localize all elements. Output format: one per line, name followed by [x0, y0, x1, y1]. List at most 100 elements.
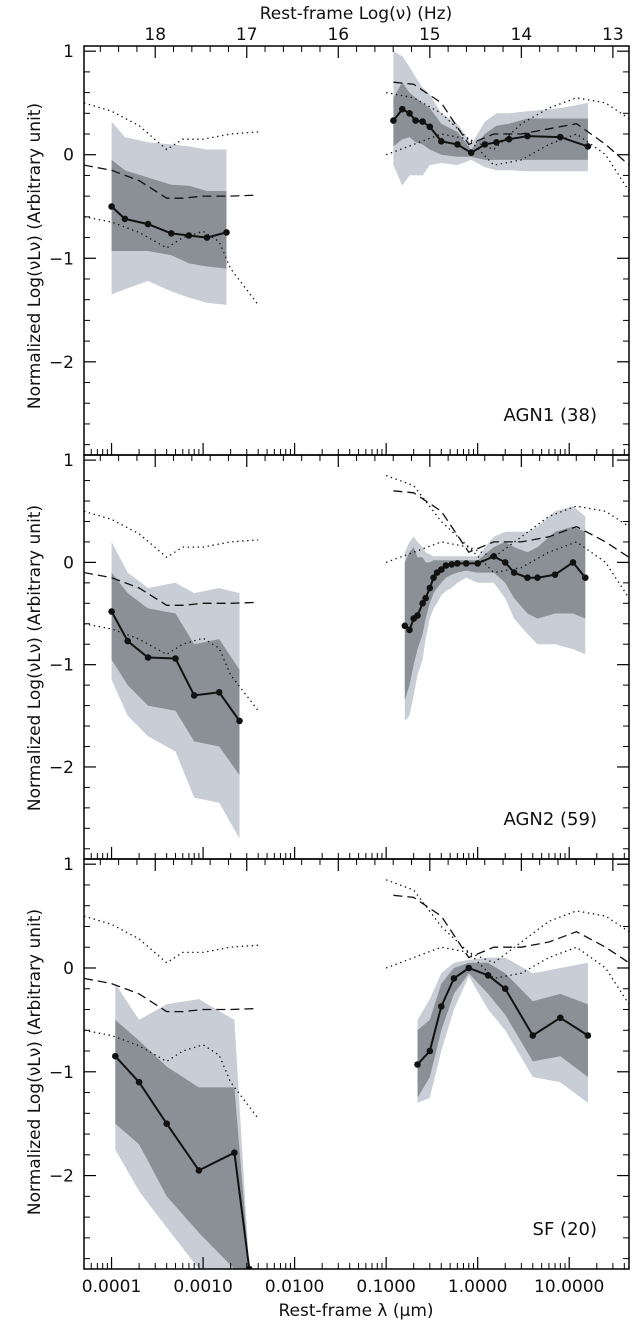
- median-point: [172, 655, 179, 662]
- median-point: [406, 626, 413, 634]
- frequency-tick-label: 16: [327, 25, 349, 45]
- median-point: [412, 117, 419, 124]
- dotted-template-line: [84, 102, 259, 151]
- median-point: [569, 559, 577, 566]
- median-point: [190, 692, 198, 699]
- inner-band-1: [111, 572, 240, 776]
- median-point: [401, 622, 409, 630]
- median-point: [584, 1032, 592, 1039]
- median-point: [108, 203, 115, 210]
- median-point: [524, 132, 531, 140]
- dashed-template-line: [393, 81, 629, 166]
- median-point: [481, 141, 489, 148]
- dotted-template-line: [385, 946, 629, 1005]
- median-line-2: [416, 966, 589, 1066]
- y-tick-label: 0: [63, 553, 74, 573]
- y-axis-label-panel-2: Normalized Log(νLν) (Arbitrary unit): [25, 505, 45, 811]
- x-tick-label: 0.0010: [173, 1277, 232, 1297]
- median-point: [419, 600, 426, 607]
- y-axis-label-panel-3: Normalized Log(νLν) (Arbitrary unit): [25, 909, 45, 1215]
- median-point: [551, 571, 559, 578]
- median-point: [438, 138, 445, 145]
- dotted-template-line: [84, 510, 259, 559]
- panels: 1 0 −1 −2 AGN1 (38) 18 17 16 15 14 13 1 0 −1 −2 AGN2 (5…: [49, 25, 630, 1297]
- median-point: [450, 975, 458, 982]
- median-point: [557, 133, 564, 141]
- y-tick-label: −2: [49, 758, 74, 778]
- median-point: [231, 1149, 238, 1156]
- y-tick-label: −2: [49, 353, 74, 373]
- inner-band-1: [111, 159, 227, 269]
- median-point: [419, 118, 426, 125]
- y-tick-label: −2: [49, 1167, 74, 1187]
- dotted-template-line: [385, 474, 629, 559]
- median-point: [414, 612, 421, 619]
- median-point: [414, 1061, 421, 1068]
- inner-band-2: [404, 526, 586, 701]
- outer-band-2: [417, 957, 588, 1103]
- median-point: [422, 594, 429, 602]
- median-line-1: [114, 1055, 251, 1269]
- median-point: [399, 105, 406, 113]
- median-point: [462, 560, 470, 567]
- median-point: [493, 139, 500, 146]
- median-point: [454, 141, 461, 148]
- median-point: [501, 985, 509, 992]
- dashed-template-line: [84, 571, 259, 606]
- y-tick-label: 0: [63, 146, 74, 166]
- median-point: [524, 574, 531, 581]
- median-point: [438, 1003, 445, 1010]
- y-tick-label: −1: [49, 1063, 74, 1083]
- median-point: [112, 1052, 119, 1060]
- y-tick-label: −1: [49, 656, 74, 676]
- x-tick-label: 1.0000: [448, 1277, 507, 1297]
- frequency-tick-label: 18: [144, 25, 166, 45]
- median-point: [124, 637, 131, 645]
- panel-3: 1 0 −1 −2 SF (20) 0.0001 0.0010 0.0100 0.1000 1.0…: [49, 855, 630, 1297]
- median-point: [246, 1265, 253, 1269]
- plot-area: [84, 51, 629, 306]
- dashed-template-line: [84, 164, 259, 199]
- dashed-template-line: [393, 894, 629, 964]
- y-axis-label-panel-1: Normalized Log(νLν) (Arbitrary unit): [25, 103, 45, 409]
- median-point: [442, 562, 450, 569]
- median-point: [584, 143, 592, 150]
- median-point: [203, 234, 211, 241]
- median-point: [582, 574, 589, 581]
- median-point: [223, 229, 230, 236]
- top-axis-label: Rest-frame Log(ν) (Hz): [260, 4, 452, 24]
- median-point: [557, 1014, 564, 1022]
- median-point: [484, 972, 492, 979]
- panel-label: SF (20): [533, 1219, 597, 1240]
- panel-label: AGN2 (59): [503, 809, 597, 830]
- median-point: [108, 608, 115, 615]
- dotted-template-line: [84, 915, 259, 964]
- median-point: [465, 964, 473, 972]
- median-point: [195, 1167, 203, 1174]
- dashed-template-line: [84, 977, 259, 1013]
- dotted-template-line: [385, 879, 629, 964]
- median-point: [390, 117, 397, 124]
- frequency-tick-label: 14: [511, 25, 533, 45]
- median-point: [534, 574, 541, 581]
- dashed-template-line: [393, 490, 629, 558]
- median-point: [438, 566, 445, 573]
- median-point: [135, 1078, 143, 1086]
- x-tick-label: 10.0000: [534, 1277, 604, 1297]
- median-point: [426, 123, 434, 131]
- median-point: [529, 1032, 537, 1039]
- y-tick-label: 1: [63, 42, 74, 62]
- median-point: [163, 1120, 170, 1127]
- median-point: [236, 717, 243, 725]
- frequency-tick-label: 17: [236, 25, 258, 45]
- median-point: [467, 149, 475, 156]
- median-point: [406, 110, 413, 117]
- plot-area: [84, 879, 629, 1269]
- panel-2: 1 0 −1 −2 AGN2 (59): [49, 451, 630, 860]
- median-point: [426, 584, 434, 592]
- median-point: [490, 553, 498, 560]
- median-point: [474, 560, 482, 567]
- y-tick-label: 1: [63, 855, 74, 875]
- median-point: [168, 230, 175, 237]
